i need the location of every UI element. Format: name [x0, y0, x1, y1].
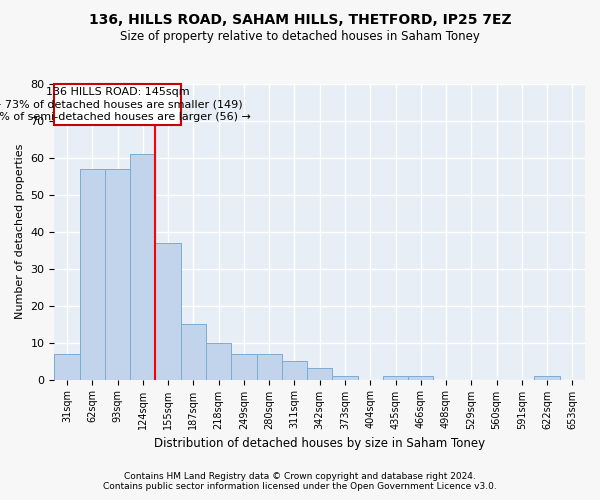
Bar	[181, 324, 206, 380]
Bar	[206, 342, 231, 380]
Bar	[332, 376, 358, 380]
Text: Size of property relative to detached houses in Saham Toney: Size of property relative to detached ho…	[120, 30, 480, 43]
Bar	[535, 376, 560, 380]
Text: Contains public sector information licensed under the Open Government Licence v3: Contains public sector information licen…	[103, 482, 497, 491]
Bar	[105, 169, 130, 380]
Bar	[383, 376, 408, 380]
Bar	[257, 354, 282, 380]
Bar	[155, 243, 181, 380]
Bar	[130, 154, 155, 380]
Bar	[80, 169, 105, 380]
Bar	[408, 376, 433, 380]
Bar	[55, 354, 80, 380]
Bar	[282, 361, 307, 380]
Bar	[231, 354, 257, 380]
Y-axis label: Number of detached properties: Number of detached properties	[15, 144, 25, 320]
Text: 136, HILLS ROAD, SAHAM HILLS, THETFORD, IP25 7EZ: 136, HILLS ROAD, SAHAM HILLS, THETFORD, …	[89, 12, 511, 26]
Text: ← 73% of detached houses are smaller (149): ← 73% of detached houses are smaller (14…	[0, 100, 243, 110]
X-axis label: Distribution of detached houses by size in Saham Toney: Distribution of detached houses by size …	[154, 437, 485, 450]
Text: 27% of semi-detached houses are larger (56) →: 27% of semi-detached houses are larger (…	[0, 112, 251, 122]
Bar	[307, 368, 332, 380]
Text: Contains HM Land Registry data © Crown copyright and database right 2024.: Contains HM Land Registry data © Crown c…	[124, 472, 476, 481]
Text: 136 HILLS ROAD: 145sqm: 136 HILLS ROAD: 145sqm	[46, 87, 190, 97]
